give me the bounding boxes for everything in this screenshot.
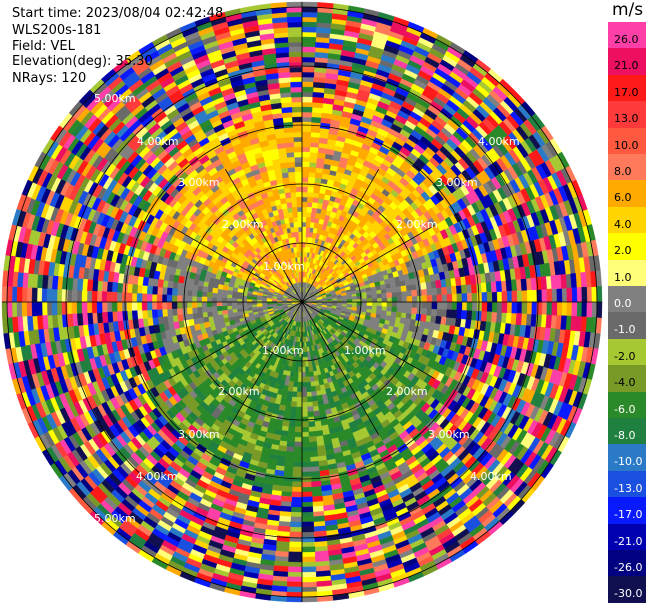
- crosshair-axes: [2, 2, 602, 602]
- azimuth-line: [301, 168, 380, 303]
- colorbar-segment: [608, 497, 646, 524]
- range-ring-labels: 5.00km 4.00km 3.00km 2.00km 1.00km 4.00km 3.00…: [94, 92, 520, 525]
- range-ring-label: 5.00km: [94, 92, 136, 105]
- azimuth-line: [301, 301, 380, 436]
- colorbar-tick-label: 21.0: [614, 59, 639, 73]
- start-time-label: Start time: 2023/08/04 02:42:48: [12, 6, 224, 21]
- range-ring-label: 5.00km: [94, 512, 136, 525]
- colorbar-tick-label: 6.0: [614, 191, 632, 205]
- range-ring-label: 3.00km: [436, 176, 478, 189]
- colorbar-tick-label: 13.0: [614, 112, 639, 126]
- range-ring-label: 4.00km: [137, 135, 179, 148]
- colorbar-segment: [608, 550, 646, 577]
- colorbar-tick-label: -30.0: [614, 587, 643, 601]
- colorbar-tick-label: -6.0: [614, 402, 636, 416]
- colorbar-tick-label: 2.0: [614, 244, 632, 258]
- colorbar-tick-label: 0.0: [614, 297, 632, 310]
- field-label: Field: VEL: [12, 39, 75, 54]
- range-ring-label: 3.00km: [178, 428, 220, 441]
- azimuth-line: [301, 301, 436, 380]
- colorbar-segment: [608, 233, 646, 260]
- range-ring-label: 1.00km: [344, 344, 386, 357]
- colorbar-segment: [608, 127, 646, 154]
- velocity-gate-group: [6, 21, 564, 596]
- colorbar-tick-label: -17.0: [614, 508, 643, 522]
- colorbar-tick-label: -4.0: [614, 376, 636, 390]
- range-ring-label: 1.00km: [263, 260, 305, 273]
- range-ring-label: 3.00km: [428, 428, 470, 441]
- colorbar-tick-label: -1.0: [614, 323, 636, 337]
- colorbar-segment: [608, 576, 646, 603]
- colorbar-segment: [608, 74, 646, 102]
- colorbar-tick-label: -2.0: [614, 349, 636, 363]
- colorbar-segment: [608, 286, 646, 313]
- azimuth-line: [168, 301, 303, 380]
- colorbar-tick-label: 4.0: [614, 217, 632, 231]
- colorbar-tick-label: 10.0: [614, 138, 639, 152]
- range-ring-label: 2.00km: [386, 385, 428, 398]
- colorbar-tick-label: -8.0: [614, 429, 636, 442]
- colorbar-tick-label: -13.0: [614, 481, 643, 495]
- colorbar-segment: [608, 312, 646, 339]
- range-ring-label: 4.00km: [470, 470, 512, 483]
- colorbar-tick-label: 1.0: [614, 270, 632, 284]
- colorbar-segment: [608, 180, 646, 207]
- colorbar-tick-label: -10.0: [614, 455, 643, 469]
- colorbar-segment: [608, 365, 646, 392]
- range-ring-label: 4.00km: [136, 470, 178, 483]
- colorbar-segment: [608, 259, 646, 286]
- azimuth-line: [168, 224, 303, 303]
- colorbar-segment: [608, 470, 646, 498]
- colorbar-segment: [608, 444, 646, 471]
- range-ring-label: 2.00km: [396, 218, 438, 231]
- colorbar-tick-label: -26.0: [614, 561, 643, 574]
- colorbar-segment: [608, 418, 646, 445]
- colorbar-segment: [608, 338, 646, 366]
- colorbar-segment: [608, 154, 646, 181]
- colorbar-segment: [608, 22, 646, 49]
- range-ring-label: 3.00km: [178, 176, 220, 189]
- colorbar-tick-label: -21.0: [614, 534, 643, 548]
- range-ring-label: 2.00km: [222, 218, 264, 231]
- range-ring-label: 2.00km: [218, 385, 260, 398]
- azimuth-line: [224, 168, 303, 303]
- elevation-label: Elevation(deg): 35.30: [12, 54, 153, 69]
- colorbar-tick-label: 8.0: [614, 165, 632, 178]
- colorbar-segment: [608, 206, 646, 234]
- azimuth-line: [224, 301, 303, 436]
- colorbar-segment: [608, 48, 646, 75]
- colorbar-segment: [608, 523, 646, 550]
- colorbar-unit: m/s: [612, 0, 644, 20]
- azimuth-line: [301, 224, 436, 303]
- nrays-label: NRays: 120: [12, 71, 87, 86]
- range-ring-label: 1.00km: [262, 344, 304, 357]
- colorbar-segment: [608, 391, 646, 418]
- site-label: WLS200s-181: [12, 23, 102, 38]
- colorbar-tick-label: 26.0: [614, 33, 639, 46]
- colorbar-tick-label: 17.0: [614, 85, 639, 99]
- colorbar-segment: [608, 101, 646, 128]
- range-ring-label: 4.00km: [478, 135, 520, 148]
